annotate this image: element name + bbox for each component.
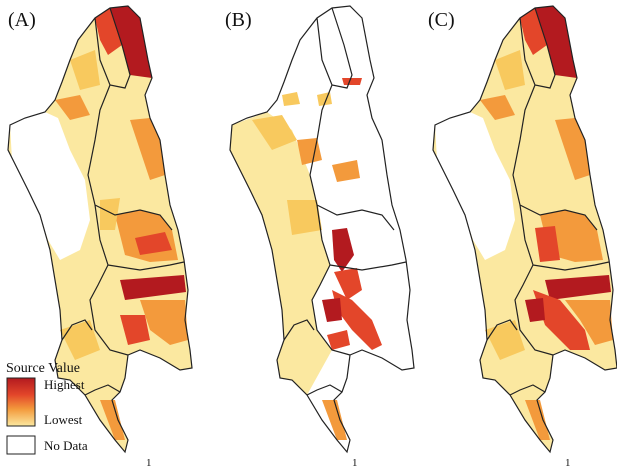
legend-lowest-label: Lowest (44, 412, 83, 427)
scale-mark-c: 1 (565, 457, 571, 469)
panel-label-a: (A) (8, 9, 36, 31)
legend-title: Source Value (6, 361, 80, 376)
panel-label-c: (C) (428, 9, 455, 31)
legend-gradient-swatch (6, 377, 36, 427)
legend-no-data-label: No Data (44, 438, 88, 453)
map-panel-c: 1 (432, 5, 617, 469)
map-legend: Source Value Highest Lowest No Data (6, 361, 88, 455)
legend-no-data-swatch (6, 435, 36, 455)
map-panel-a: 1 (7, 5, 193, 469)
panel-label-b: (B) (225, 9, 252, 31)
legend-highest-label: Highest (44, 377, 85, 392)
map-panel-b: 1 (229, 5, 415, 469)
scale-mark-a: 1 (146, 457, 152, 469)
scale-mark-b: 1 (352, 457, 358, 469)
